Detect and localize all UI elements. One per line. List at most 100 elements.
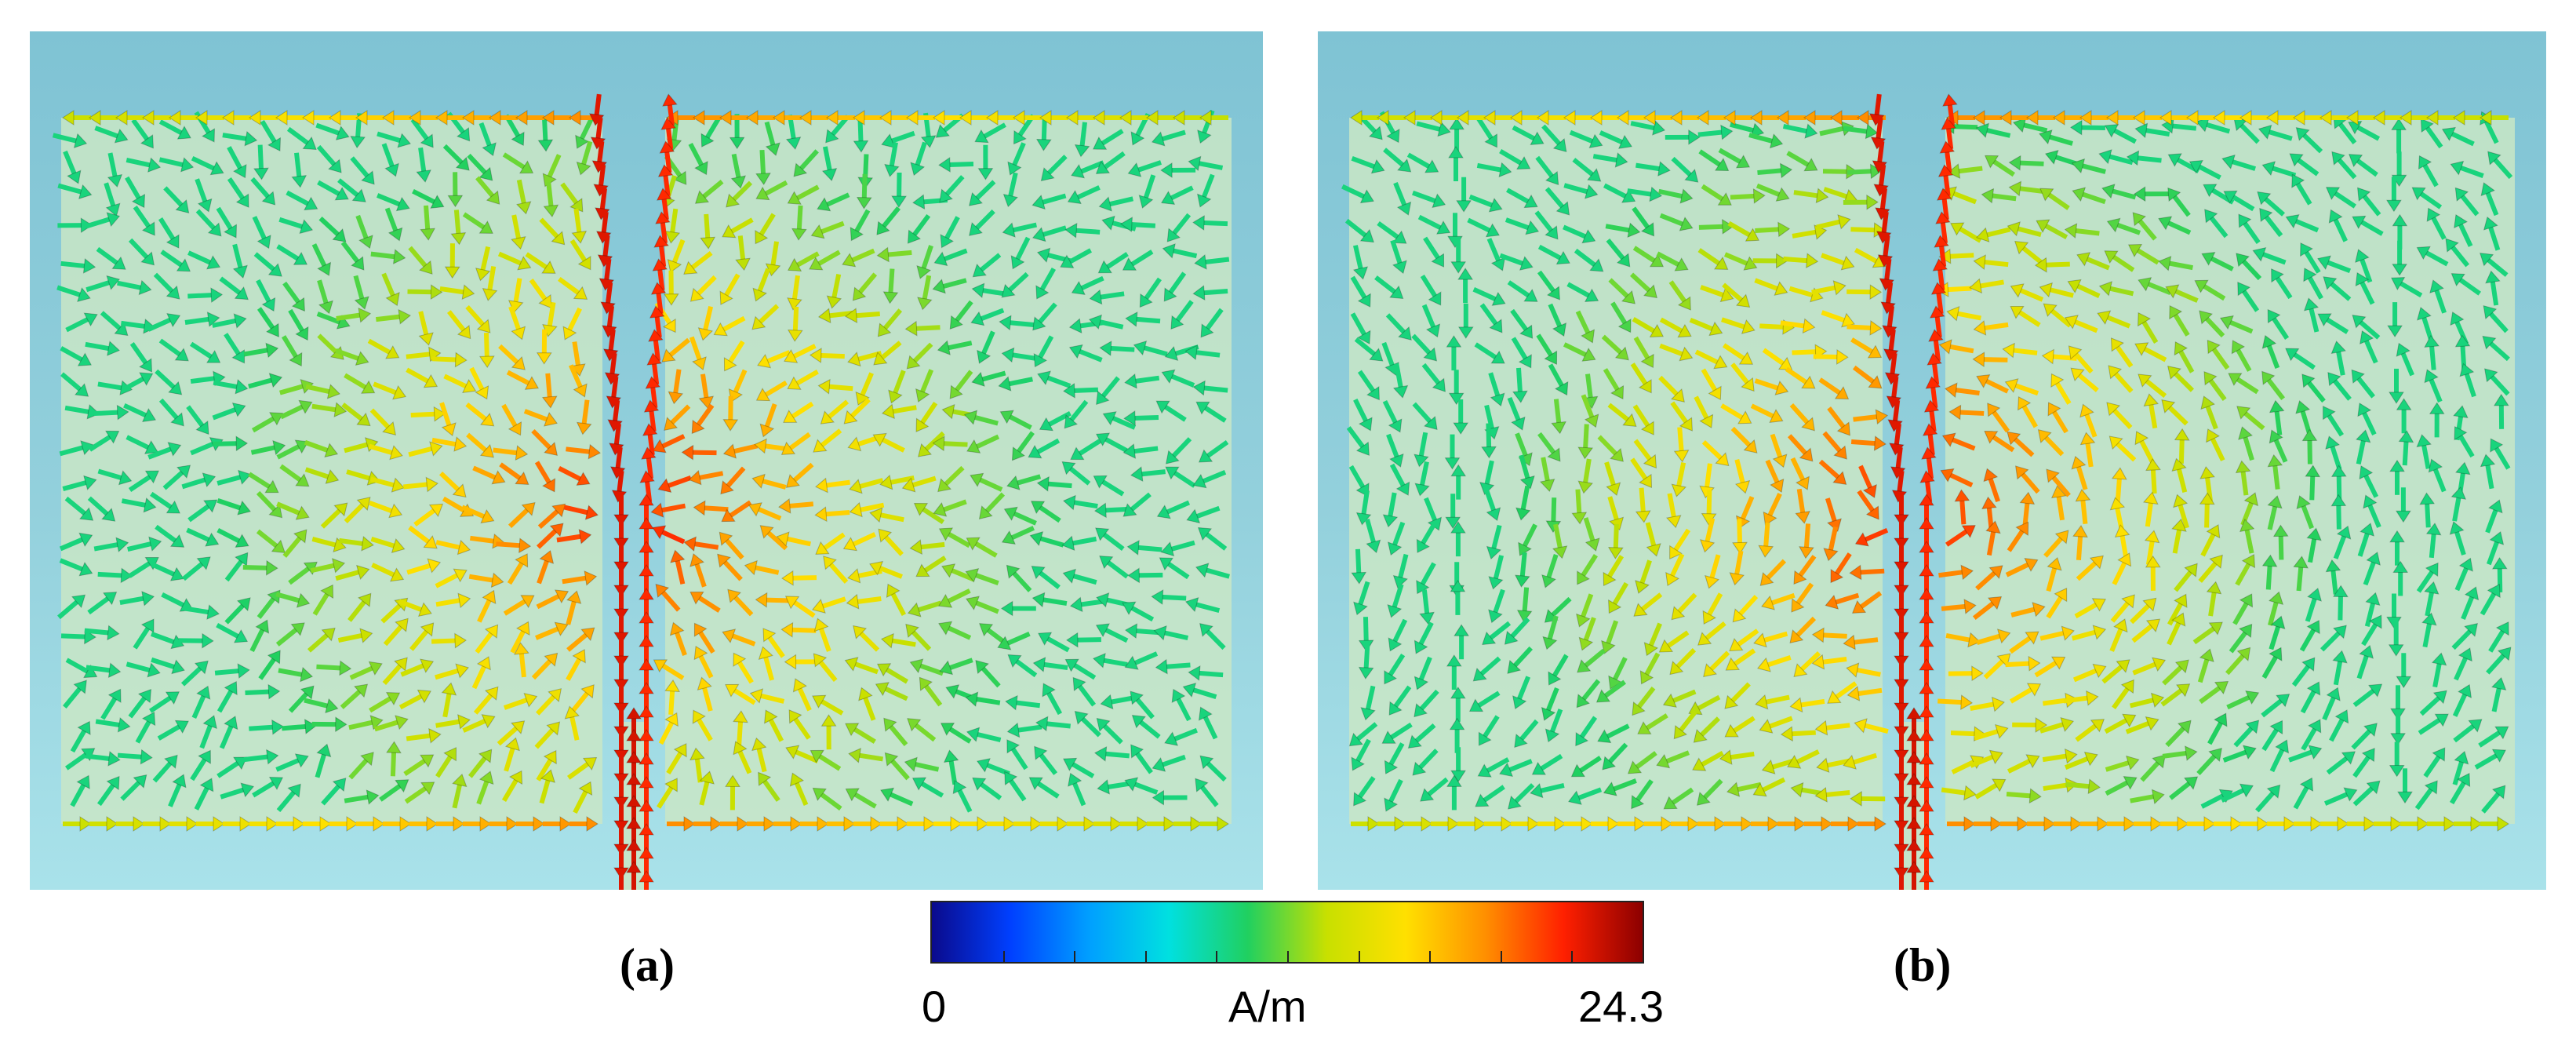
current-arrow	[381, 272, 400, 307]
current-arrow	[1119, 110, 1148, 126]
current-arrow	[1102, 411, 1136, 430]
current-arrow	[1377, 220, 1407, 244]
current-arrow	[1499, 253, 1534, 271]
current-arrow	[2363, 551, 2381, 586]
current-arrow	[243, 342, 279, 359]
current-arrow	[940, 216, 960, 249]
current-arrow	[1162, 243, 1198, 259]
current-arrow	[1130, 690, 1155, 720]
current-arrow	[1633, 439, 1657, 469]
current-arrow	[907, 816, 936, 832]
current-arrow	[649, 305, 665, 338]
current-arrow	[1659, 213, 1694, 231]
current-arrow	[2267, 308, 2290, 340]
current-arrow	[1476, 117, 1497, 148]
current-arrow	[787, 251, 820, 272]
current-arrow	[1975, 565, 2003, 591]
current-arrow	[1637, 713, 1668, 734]
current-arrow	[1414, 432, 1429, 468]
current-arrow	[1789, 616, 1817, 644]
current-arrow	[1061, 535, 1097, 552]
current-arrow	[1726, 782, 1762, 797]
current-arrow	[820, 399, 850, 424]
current-arrow	[1576, 679, 1601, 709]
current-arrow	[1694, 349, 1728, 370]
current-arrow	[336, 307, 372, 323]
current-arrow	[880, 816, 909, 832]
current-arrow	[1074, 122, 1090, 158]
current-arrow	[562, 307, 582, 341]
current-arrow	[216, 622, 249, 643]
current-arrow	[468, 572, 504, 588]
current-arrow	[1722, 282, 1751, 308]
current-arrow	[1923, 399, 1940, 432]
current-arrow	[1548, 303, 1567, 337]
current-arrow	[1827, 406, 1850, 436]
current-arrow	[1165, 466, 1196, 488]
current-arrow	[1756, 183, 1790, 202]
current-arrow	[1195, 401, 1227, 423]
current-arrow	[2072, 525, 2088, 561]
current-arrow	[2389, 530, 2405, 566]
current-arrow	[784, 596, 816, 618]
current-arrow	[1450, 464, 1467, 500]
current-arrow	[452, 773, 468, 809]
current-arrow	[733, 710, 748, 746]
current-arrow	[499, 462, 529, 485]
current-arrow	[182, 556, 211, 581]
current-arrow	[310, 558, 346, 574]
current-arrow	[2305, 465, 2321, 501]
current-arrow	[1974, 723, 2009, 741]
current-arrow	[250, 439, 286, 456]
current-arrow	[2306, 527, 2322, 563]
current-arrow	[1635, 559, 1652, 594]
current-arrow	[1005, 694, 1041, 711]
current-arrow	[719, 531, 744, 560]
current-arrow	[1787, 749, 1820, 769]
current-arrow	[1093, 745, 1130, 762]
current-arrow	[1477, 757, 1510, 778]
current-arrow	[1156, 500, 1191, 519]
current-arrow	[1381, 722, 1413, 744]
current-arrow	[1577, 554, 1598, 585]
current-arrow	[1973, 320, 2009, 336]
current-arrow	[1969, 278, 2004, 294]
current-arrow	[384, 207, 403, 242]
current-arrow	[2203, 371, 2227, 401]
current-arrow	[2325, 187, 2356, 209]
current-arrow	[1603, 555, 1625, 587]
current-arrow	[1671, 816, 1700, 832]
current-arrow	[257, 307, 279, 337]
current-arrow	[1033, 335, 1054, 368]
current-arrow	[191, 685, 211, 720]
current-arrow	[96, 246, 126, 270]
current-arrow	[1152, 789, 1188, 806]
current-arrow	[1423, 236, 1445, 268]
current-arrow	[693, 110, 722, 126]
current-arrow	[725, 774, 740, 811]
current-arrow	[468, 749, 493, 778]
current-arrow	[762, 628, 785, 658]
current-arrow	[1414, 461, 1430, 497]
current-arrow	[1632, 404, 1654, 435]
current-arrow	[809, 250, 841, 271]
current-arrow	[2162, 659, 2189, 686]
current-arrow	[1404, 816, 1433, 832]
current-arrow	[2000, 816, 2029, 832]
current-arrow	[1669, 648, 1697, 676]
current-arrow	[219, 716, 238, 749]
panel-a-vector-field	[52, 93, 1232, 890]
current-arrow	[2072, 663, 2107, 683]
current-arrow	[1799, 523, 1814, 559]
current-arrow	[2106, 217, 2141, 235]
current-arrow	[648, 329, 664, 362]
current-arrow	[2330, 341, 2347, 376]
current-arrow	[1122, 250, 1154, 271]
current-arrow	[2134, 816, 2163, 832]
current-arrow	[536, 749, 557, 782]
current-arrow	[340, 683, 369, 709]
current-arrow	[1976, 628, 2011, 645]
current-arrow	[1414, 656, 1432, 690]
current-arrow	[1985, 520, 2001, 556]
current-arrow	[1972, 352, 2008, 368]
